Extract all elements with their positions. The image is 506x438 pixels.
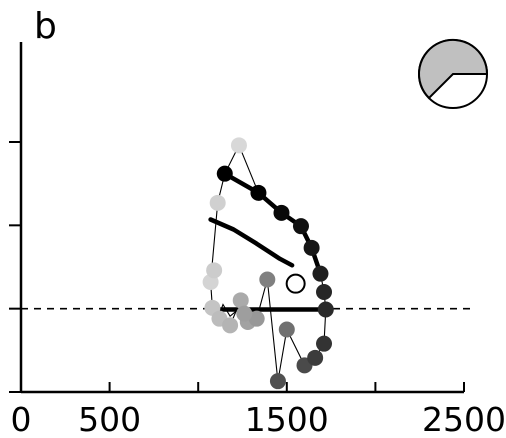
data-point-21	[303, 239, 320, 256]
data-point-17	[316, 335, 333, 352]
x-tick-label: 1500	[245, 400, 329, 438]
data-point-8	[232, 292, 249, 309]
y-ticks	[9, 141, 21, 393]
data-point-10	[248, 310, 265, 327]
open-circle-marker	[285, 273, 306, 294]
data-point-2	[206, 262, 223, 279]
data-point-7	[222, 317, 239, 334]
data-point-25	[216, 165, 233, 182]
data-point-13	[278, 321, 295, 338]
data-point-12	[259, 271, 276, 288]
pie-inset	[418, 38, 489, 109]
data-point-19	[316, 284, 333, 300]
data-point-20	[312, 265, 329, 282]
fit-curve-2	[208, 217, 295, 268]
data-point-11	[236, 305, 253, 322]
data-point-24	[250, 184, 267, 201]
x-tick-label: 0	[11, 400, 32, 438]
data-points	[202, 137, 334, 390]
data-point-22	[292, 218, 309, 235]
panel-label: b	[34, 6, 57, 47]
data-point-18	[317, 301, 334, 318]
pie-slice-highlighted	[418, 38, 489, 100]
data-point-3	[209, 194, 226, 211]
x-ticks: 0 500 1500 2500	[11, 382, 506, 438]
data-point-16	[307, 349, 324, 366]
x-tick-label: 2500	[422, 400, 506, 438]
data-point-4	[230, 137, 247, 154]
x-tick-label: 500	[78, 400, 141, 438]
data-point-14	[269, 373, 286, 390]
data-point-23	[273, 204, 290, 221]
